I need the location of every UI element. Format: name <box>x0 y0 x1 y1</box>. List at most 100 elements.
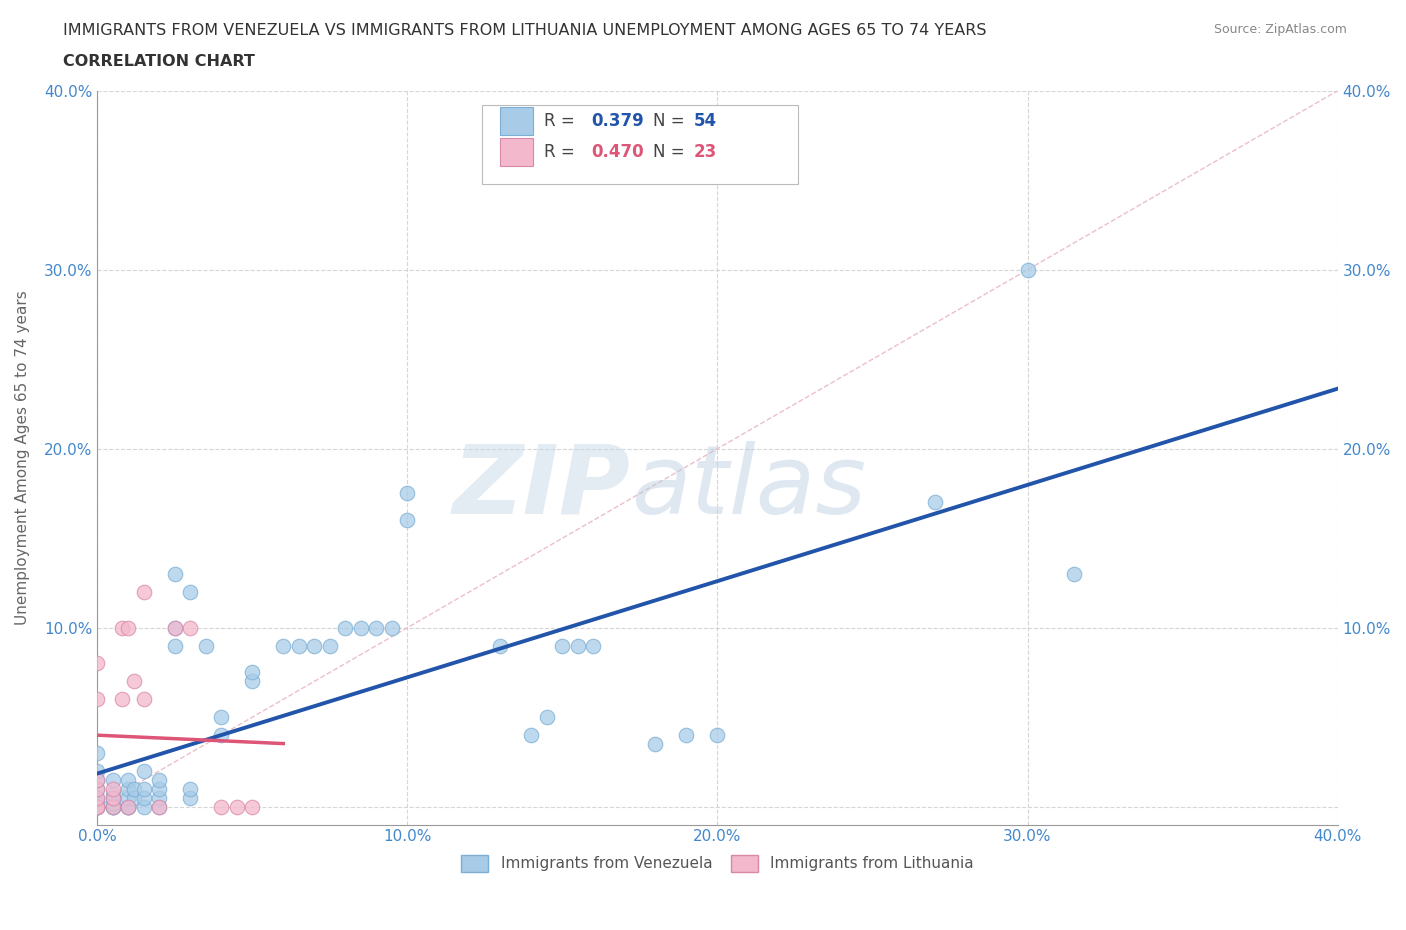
Text: 54: 54 <box>695 112 717 130</box>
Point <box>117 799 139 814</box>
Text: IMMIGRANTS FROM VENEZUELA VS IMMIGRANTS FROM LITHUANIA UNEMPLOYMENT AMONG AGES 6: IMMIGRANTS FROM VENEZUELA VS IMMIGRANTS … <box>63 23 987 38</box>
Point <box>163 638 186 653</box>
Point <box>86 799 108 814</box>
Point <box>86 799 108 814</box>
Text: R =: R = <box>544 112 579 130</box>
Point <box>101 799 124 814</box>
Point <box>101 790 124 805</box>
Point <box>132 790 155 805</box>
Point <box>86 799 108 814</box>
Point <box>86 764 108 778</box>
Point <box>179 584 201 599</box>
FancyBboxPatch shape <box>501 138 533 166</box>
Point <box>148 781 170 796</box>
Point <box>582 638 605 653</box>
Point <box>163 620 186 635</box>
Point <box>111 620 134 635</box>
Point <box>350 620 373 635</box>
Point <box>567 638 589 653</box>
Point <box>179 790 201 805</box>
Point <box>86 692 108 707</box>
Point <box>675 727 697 742</box>
Text: 0.470: 0.470 <box>591 142 644 161</box>
Point <box>124 674 146 689</box>
Point <box>86 790 108 805</box>
Point <box>117 773 139 788</box>
Point <box>101 790 124 805</box>
Point <box>117 781 139 796</box>
Point <box>225 799 247 814</box>
Point <box>924 495 946 510</box>
Point <box>86 773 108 788</box>
Point <box>86 799 108 814</box>
Point <box>644 737 666 751</box>
Point <box>101 799 124 814</box>
Point <box>1063 566 1085 581</box>
Text: ZIP: ZIP <box>453 441 631 534</box>
Point <box>335 620 357 635</box>
Point <box>536 710 558 724</box>
Point <box>86 799 108 814</box>
Point <box>86 746 108 761</box>
Point <box>117 799 139 814</box>
Point <box>304 638 326 653</box>
Point <box>271 638 294 653</box>
Point <box>396 512 419 527</box>
Y-axis label: Unemployment Among Ages 65 to 74 years: Unemployment Among Ages 65 to 74 years <box>15 290 30 625</box>
Point <box>101 787 124 802</box>
Point <box>240 799 263 814</box>
Point <box>551 638 574 653</box>
Point <box>148 773 170 788</box>
Text: R =: R = <box>544 142 579 161</box>
Point <box>489 638 512 653</box>
Text: 0.379: 0.379 <box>591 112 644 130</box>
Point <box>86 781 108 796</box>
Point <box>132 764 155 778</box>
Point <box>209 799 232 814</box>
Point <box>86 773 108 788</box>
Point <box>86 790 108 805</box>
Point <box>366 620 388 635</box>
Point <box>132 692 155 707</box>
Point <box>194 638 217 653</box>
Point <box>163 620 186 635</box>
Point <box>381 620 404 635</box>
Point <box>117 799 139 814</box>
Point <box>86 799 108 814</box>
Point <box>117 799 139 814</box>
Point <box>520 727 543 742</box>
Point <box>117 790 139 805</box>
Point <box>209 727 232 742</box>
Point <box>124 781 146 796</box>
Point <box>1017 262 1039 277</box>
Point <box>132 584 155 599</box>
Point <box>101 796 124 811</box>
Text: atlas: atlas <box>631 441 866 534</box>
FancyBboxPatch shape <box>482 105 799 184</box>
Point <box>117 620 139 635</box>
Point <box>163 566 186 581</box>
Text: Source: ZipAtlas.com: Source: ZipAtlas.com <box>1213 23 1347 36</box>
Point <box>86 796 108 811</box>
Point <box>240 674 263 689</box>
Point <box>86 781 108 796</box>
Text: N =: N = <box>652 112 690 130</box>
Point <box>132 781 155 796</box>
Point <box>132 799 155 814</box>
Point <box>101 799 124 814</box>
Point <box>86 656 108 671</box>
Point <box>706 727 728 742</box>
Point <box>396 486 419 501</box>
Point <box>288 638 311 653</box>
Point <box>101 799 124 814</box>
Point <box>111 692 134 707</box>
Point <box>101 773 124 788</box>
Text: 23: 23 <box>695 142 717 161</box>
Legend: Immigrants from Venezuela, Immigrants from Lithuania: Immigrants from Venezuela, Immigrants fr… <box>453 847 981 879</box>
Point <box>101 781 124 796</box>
FancyBboxPatch shape <box>501 107 533 135</box>
Point <box>124 790 146 805</box>
Point <box>319 638 342 653</box>
Text: N =: N = <box>652 142 690 161</box>
Point <box>148 790 170 805</box>
